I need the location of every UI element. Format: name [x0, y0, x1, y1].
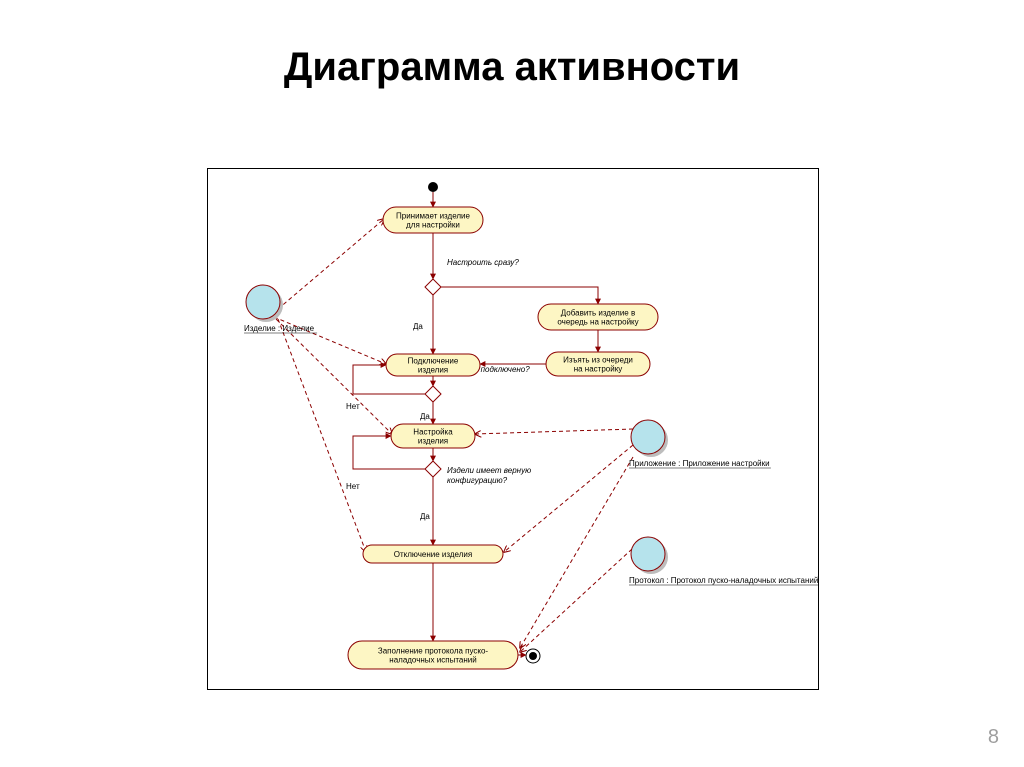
svg-text:Добавить изделие в: Добавить изделие в [561, 309, 635, 318]
diagram-frame: Настроить сразу?Изделие подключено?Издел… [207, 168, 819, 690]
svg-text:Изъять из очереди: Изъять из очереди [563, 356, 633, 365]
svg-text:Отключение изделия: Отключение изделия [394, 550, 472, 559]
svg-text:Да: Да [420, 412, 430, 421]
svg-text:Настроить сразу?: Настроить сразу? [447, 258, 519, 267]
page-number: 8 [988, 726, 999, 749]
svg-text:на настройку: на настройку [574, 365, 623, 374]
svg-text:конфигурацию?: конфигурацию? [447, 476, 508, 485]
final-node [526, 649, 540, 663]
edge-labels: Да Нет Да Нет Да [346, 322, 430, 521]
svg-text:Нет: Нет [346, 482, 360, 491]
svg-text:изделия: изделия [418, 437, 448, 446]
svg-text:Настройка: Настройка [413, 428, 453, 437]
svg-text:изделия: изделия [418, 366, 448, 375]
svg-text:Да: Да [420, 512, 430, 521]
svg-text:Протокол : Протокол пуско-нала: Протокол : Протокол пуско-наладочных исп… [629, 576, 818, 585]
svg-text:Нет: Нет [346, 402, 360, 411]
svg-text:Принимает изделие: Принимает изделие [396, 212, 471, 221]
svg-text:очередь на настройку: очередь на настройку [557, 318, 638, 327]
svg-text:Издели имеет верную: Издели имеет верную [447, 466, 531, 475]
slide-title: Диаграмма активности [0, 45, 1024, 90]
svg-text:Да: Да [413, 322, 423, 331]
svg-text:Изделие : Изделие: Изделие : Изделие [244, 324, 315, 333]
activities: Принимает изделиедля настройки Подключени… [348, 207, 658, 669]
activity-diagram: Настроить сразу?Изделие подключено?Издел… [208, 169, 818, 689]
svg-text:Приложение : Приложение настро: Приложение : Приложение настройки [629, 459, 770, 468]
initial-node [428, 182, 438, 192]
object-nodes: Изделие : Изделие Приложение : Приложение… [244, 285, 818, 585]
svg-text:для настройки: для настройки [406, 221, 460, 230]
svg-text:наладочных испытаний: наладочных испытаний [389, 656, 476, 665]
svg-text:Подключение: Подключение [408, 357, 459, 366]
svg-text:Заполнение протокола пуско-: Заполнение протокола пуско- [378, 647, 489, 656]
